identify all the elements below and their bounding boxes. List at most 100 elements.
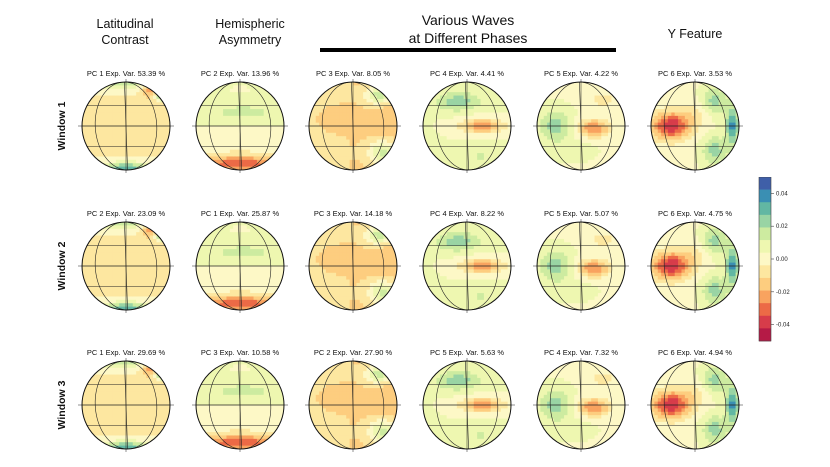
field-cell: [540, 149, 545, 154]
field-cell: [618, 149, 623, 154]
field-cell: [102, 279, 107, 284]
field-cell: [608, 109, 612, 113]
field-cell: [122, 282, 127, 287]
field-cell: [250, 136, 254, 140]
field-cell: [149, 255, 154, 260]
field-cell: [240, 95, 244, 100]
field-cell: [209, 259, 214, 264]
field-cell: [564, 98, 568, 103]
field-cell: [98, 289, 103, 294]
field-cell: [698, 159, 703, 164]
field-cell: [684, 122, 689, 127]
field-cell: [708, 149, 713, 154]
field-cell: [105, 249, 110, 253]
field-cell: [270, 98, 275, 103]
field-cell: [597, 95, 602, 100]
field-cell: [233, 222, 238, 226]
field-cell: [477, 136, 481, 140]
field-cell: [319, 252, 323, 257]
field-cell: [480, 142, 485, 147]
field-cell: [146, 255, 151, 260]
field-cell: [250, 255, 254, 260]
field-cell: [450, 109, 454, 113]
field-cell: [453, 142, 458, 147]
field-cell: [467, 132, 471, 137]
field-cell: [240, 303, 244, 308]
field-cell: [584, 98, 589, 103]
field-cell: [339, 269, 344, 274]
field-cell: [159, 109, 164, 113]
field-cell: [82, 262, 86, 267]
field-cell: [102, 88, 107, 93]
field-cell: [684, 153, 689, 157]
field-cell: [256, 228, 261, 233]
field-cell: [105, 112, 110, 117]
field-cell: [126, 303, 130, 308]
field-cell: [250, 299, 254, 304]
field-cell: [601, 129, 606, 134]
field-cell: [678, 156, 682, 161]
field-cell: [553, 136, 558, 140]
field-cell: [240, 222, 244, 226]
field-cell: [267, 105, 271, 110]
field-cell: [156, 102, 161, 107]
field-cell: [280, 282, 284, 287]
field-cell: [122, 269, 127, 274]
field-cell: [735, 119, 739, 124]
field-cell: [102, 245, 107, 250]
field-cell: [325, 293, 330, 297]
field-cell: [263, 136, 268, 140]
field-cell: [570, 85, 575, 90]
field-cell: [393, 126, 397, 130]
field-cell: [112, 289, 117, 294]
field-cell: [267, 232, 271, 236]
field-cell: [109, 235, 113, 240]
field-cell: [153, 269, 157, 274]
field-cell: [380, 115, 384, 120]
field-cell: [126, 92, 130, 96]
field-cell: [219, 303, 224, 308]
field-cell: [553, 112, 558, 117]
field-cell: [681, 156, 686, 161]
field-cell: [267, 146, 271, 151]
field-cell: [463, 163, 468, 168]
field-cell: [212, 279, 217, 284]
field-cell: [115, 242, 120, 247]
field-cell: [322, 238, 327, 243]
field-cell: [483, 149, 488, 154]
field-cell: [92, 109, 96, 113]
field-cell: [446, 95, 451, 100]
field-cell: [256, 238, 261, 243]
field-cell: [336, 142, 340, 147]
field-cell: [309, 262, 313, 267]
field-cell: [119, 112, 124, 117]
field-cell: [456, 142, 461, 147]
field-cell: [715, 119, 720, 124]
field-cell: [260, 269, 265, 274]
field-cell: [312, 112, 317, 117]
field-cell: [216, 132, 221, 137]
field-cell: [453, 132, 458, 137]
field-cell: [209, 109, 214, 113]
field-cell: [92, 126, 96, 130]
field-cell: [212, 115, 217, 120]
field-cell: [202, 142, 207, 147]
field-cell: [246, 102, 251, 107]
field-cell: [85, 139, 90, 144]
field-cell: [219, 126, 224, 130]
field-cell: [439, 149, 444, 154]
field-cell: [253, 126, 258, 130]
field-cell: [453, 102, 458, 107]
field-cell: [456, 132, 461, 137]
field-cell: [325, 126, 330, 130]
field-cell: [129, 296, 134, 301]
field-cell: [129, 122, 134, 127]
field-cell: [336, 85, 340, 90]
globe-outline: [81, 221, 171, 311]
field-cell: [322, 156, 327, 161]
field-cell: [688, 142, 693, 147]
field-cell: [206, 102, 210, 107]
field-cell: [329, 259, 334, 264]
field-cell: [256, 122, 261, 127]
field-cell: [146, 242, 151, 247]
